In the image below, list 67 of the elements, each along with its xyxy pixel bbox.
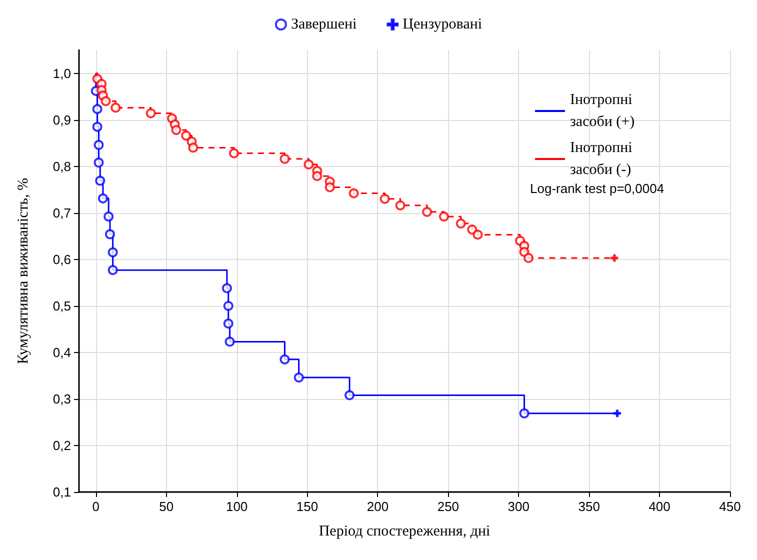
point bbox=[519, 408, 530, 418]
x-tick-label: 0 bbox=[92, 499, 100, 514]
point bbox=[92, 122, 102, 132]
point bbox=[222, 283, 232, 294]
y-axis-title: Кумулятивна виживаність, % bbox=[16, 178, 32, 364]
point bbox=[146, 108, 156, 118]
x-tick-label: 350 bbox=[578, 499, 600, 514]
point bbox=[223, 300, 234, 311]
point bbox=[294, 372, 304, 383]
point bbox=[94, 140, 104, 150]
point bbox=[229, 148, 239, 158]
point bbox=[422, 206, 432, 217]
y-tick-label: 0,3 bbox=[52, 391, 71, 406]
point bbox=[181, 130, 192, 141]
point bbox=[395, 200, 406, 210]
legend-label: Цензуровані bbox=[402, 16, 482, 32]
point bbox=[472, 230, 483, 240]
point bbox=[438, 212, 449, 222]
point bbox=[92, 104, 102, 114]
point bbox=[100, 96, 111, 106]
point bbox=[171, 125, 182, 136]
point bbox=[188, 142, 198, 153]
point bbox=[344, 390, 355, 400]
y-tick-label: 0,9 bbox=[52, 112, 71, 128]
y-tick-label: 1,0 bbox=[52, 66, 71, 81]
point bbox=[524, 252, 534, 263]
point bbox=[108, 247, 118, 258]
point bbox=[312, 171, 322, 182]
annotation: Log-rank test p=0,0004 bbox=[530, 181, 664, 196]
point bbox=[467, 224, 478, 235]
point bbox=[280, 154, 290, 164]
point bbox=[110, 102, 121, 113]
point bbox=[456, 218, 466, 229]
point bbox=[614, 410, 622, 418]
x-tick-label: 400 bbox=[648, 499, 670, 514]
x-tick-label: 250 bbox=[437, 499, 460, 514]
x-tick-label: 50 bbox=[159, 499, 174, 514]
point bbox=[224, 336, 235, 347]
point bbox=[324, 182, 335, 192]
legend-label: Завершені bbox=[290, 16, 357, 32]
y-tick-label: 0,2 bbox=[52, 438, 71, 453]
y-tick-label: 0,1 bbox=[52, 484, 71, 500]
point bbox=[348, 188, 359, 198]
legend-label: Інотропні засоби (-) bbox=[570, 140, 632, 178]
y-tick-label: 0,4 bbox=[52, 344, 71, 360]
point bbox=[610, 254, 618, 262]
point bbox=[380, 194, 390, 204]
y-tick-label: 0,5 bbox=[52, 298, 71, 314]
point bbox=[280, 354, 290, 364]
point bbox=[108, 265, 118, 276]
y-tick-label: 0,7 bbox=[52, 205, 71, 220]
point bbox=[95, 176, 106, 186]
point bbox=[105, 229, 115, 240]
point bbox=[304, 159, 314, 170]
legend-label: Інотропні засоби (+) bbox=[570, 92, 635, 130]
point bbox=[104, 212, 114, 222]
x-tick-label: 150 bbox=[296, 499, 318, 514]
y-tick-label: 0,8 bbox=[52, 158, 71, 174]
x-axis-title: Період спостереження, дні bbox=[318, 524, 490, 540]
x-tick-label: 100 bbox=[226, 499, 248, 514]
point bbox=[94, 158, 104, 168]
y-tick-label: 0,6 bbox=[52, 252, 71, 267]
x-tick-label: 450 bbox=[719, 499, 741, 514]
x-tick-label: 300 bbox=[508, 499, 530, 514]
x-tick-label: 200 bbox=[366, 499, 389, 514]
point bbox=[98, 193, 108, 204]
point bbox=[223, 318, 234, 329]
